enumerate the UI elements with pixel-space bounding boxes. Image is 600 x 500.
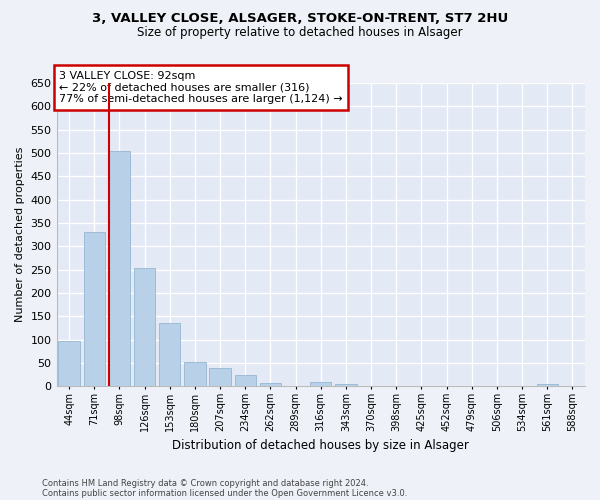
Bar	[335, 384, 356, 386]
Bar	[109, 151, 130, 386]
Text: Contains public sector information licensed under the Open Government Licence v3: Contains public sector information licen…	[42, 488, 407, 498]
Y-axis label: Number of detached properties: Number of detached properties	[15, 147, 25, 322]
Bar	[235, 375, 256, 386]
Text: Contains HM Land Registry data © Crown copyright and database right 2024.: Contains HM Land Registry data © Crown c…	[42, 478, 368, 488]
Bar	[536, 384, 558, 386]
Text: 3, VALLEY CLOSE, ALSAGER, STOKE-ON-TRENT, ST7 2HU: 3, VALLEY CLOSE, ALSAGER, STOKE-ON-TRENT…	[92, 12, 508, 24]
Bar	[209, 368, 231, 386]
Bar	[58, 341, 80, 386]
Bar	[310, 382, 331, 386]
Bar	[83, 232, 105, 386]
Bar	[134, 268, 155, 386]
X-axis label: Distribution of detached houses by size in Alsager: Distribution of detached houses by size …	[172, 440, 469, 452]
Bar	[260, 382, 281, 386]
Text: 3 VALLEY CLOSE: 92sqm
← 22% of detached houses are smaller (316)
77% of semi-det: 3 VALLEY CLOSE: 92sqm ← 22% of detached …	[59, 71, 343, 104]
Bar	[159, 323, 181, 386]
Bar	[184, 362, 206, 386]
Text: Size of property relative to detached houses in Alsager: Size of property relative to detached ho…	[137, 26, 463, 39]
